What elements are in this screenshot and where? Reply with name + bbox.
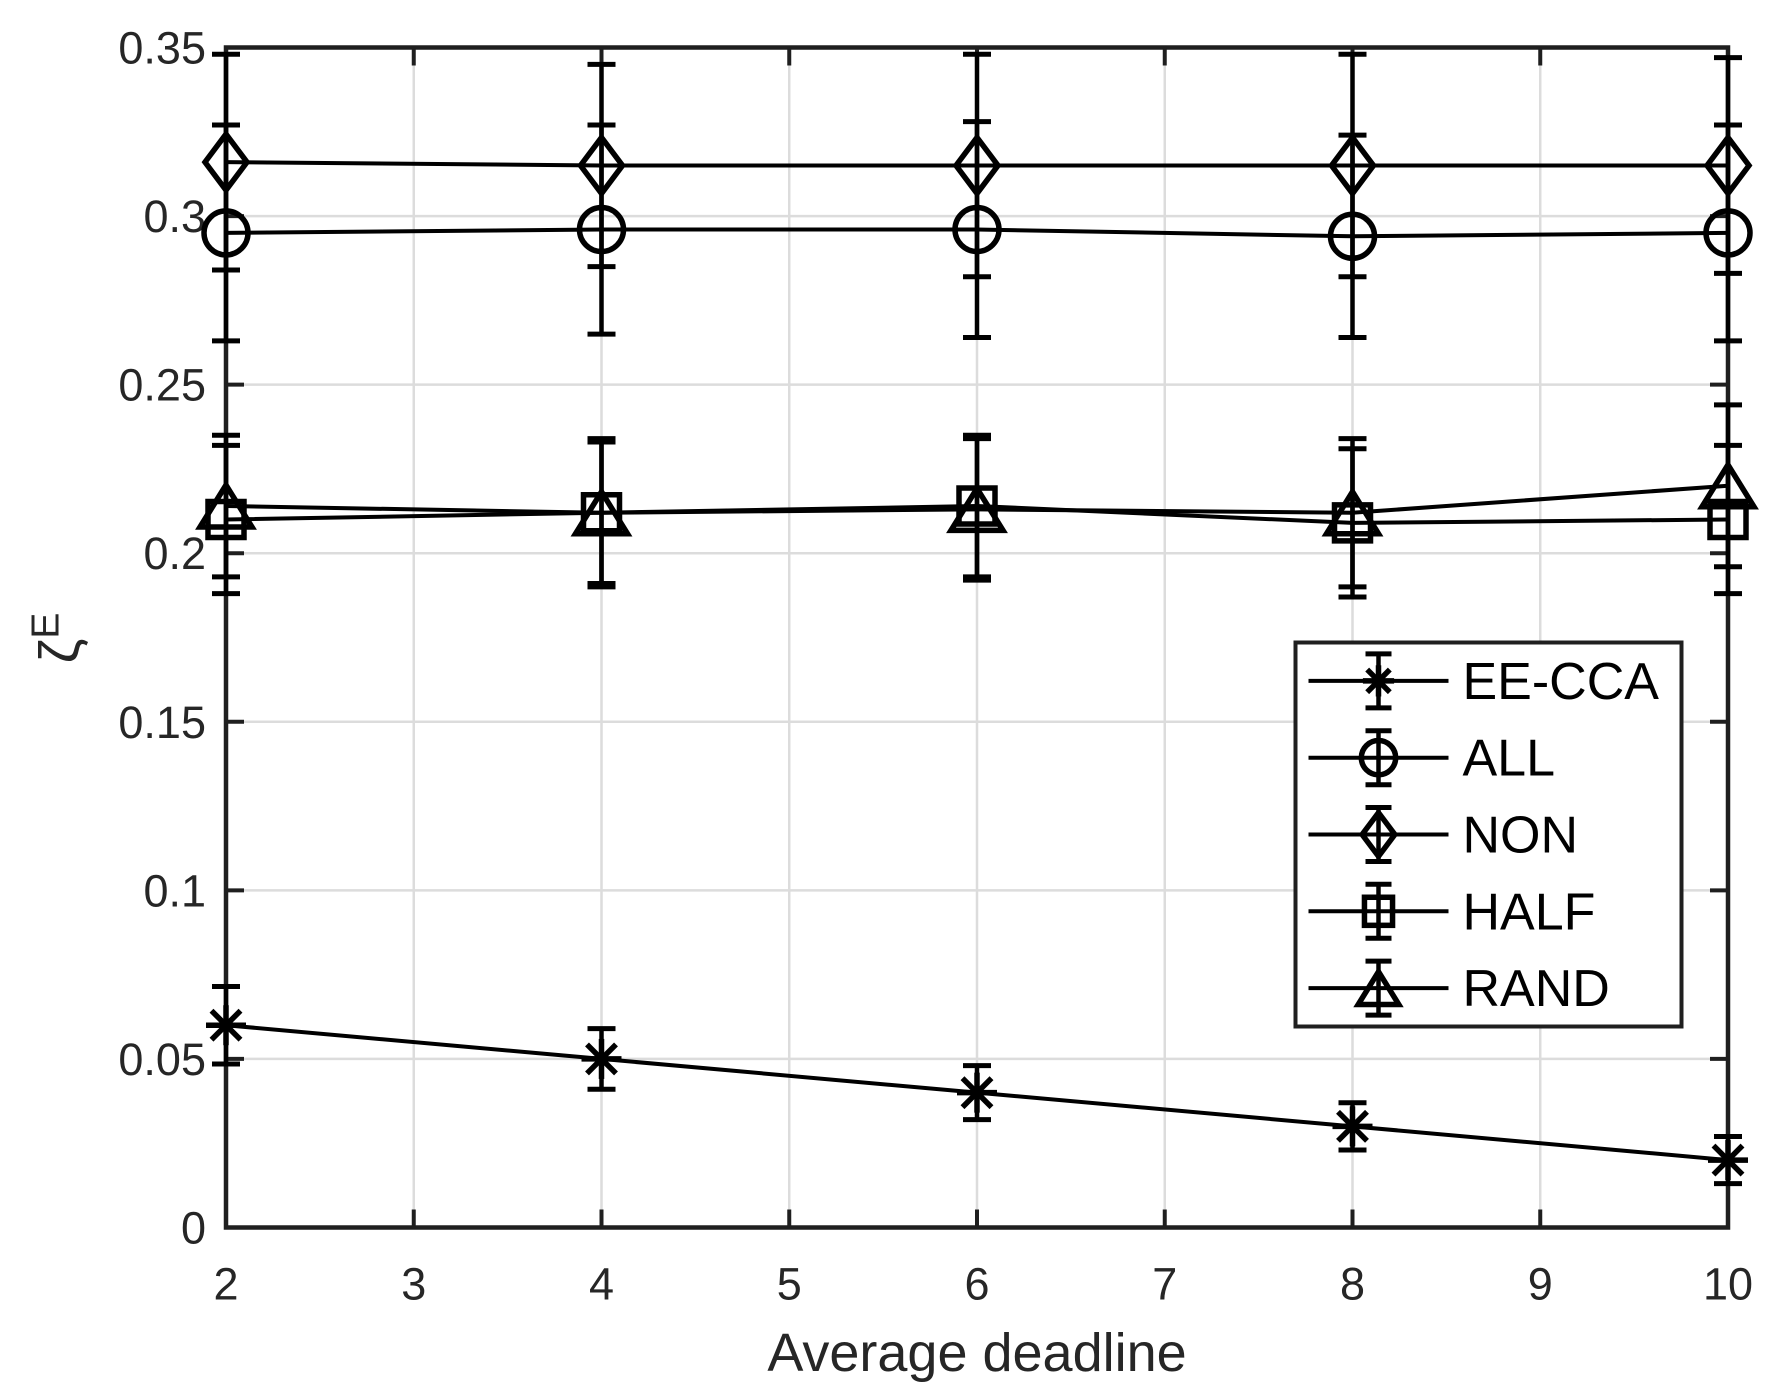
series-NON bbox=[201, 51, 1753, 280]
marker-diamond bbox=[1358, 808, 1399, 861]
series-line-NON bbox=[225, 160, 1728, 168]
marker-triangle-up bbox=[570, 486, 633, 537]
legend-label: NON bbox=[1463, 807, 1579, 865]
legend-label: ALL bbox=[1463, 730, 1556, 788]
marker-diamond bbox=[201, 129, 251, 195]
x-tick-label: 3 bbox=[401, 1259, 426, 1310]
x-tick-label: 7 bbox=[1152, 1259, 1177, 1310]
x-axis-label: Average deadline bbox=[767, 1323, 1187, 1383]
legend-entry-EE-CCA: EE-CCA bbox=[1308, 651, 1660, 711]
marker-triangle-up bbox=[1353, 966, 1404, 1008]
y-tick-label: 0.1 bbox=[143, 865, 206, 916]
series-EE-CCA bbox=[206, 983, 1748, 1187]
marker-diamond bbox=[577, 132, 626, 199]
y-axis-label: ζE bbox=[25, 613, 92, 664]
x-tick-label: 2 bbox=[213, 1259, 238, 1310]
legend-label: RAND bbox=[1463, 960, 1610, 1018]
series-RAND bbox=[195, 402, 1759, 590]
y-tick-label: 0.15 bbox=[118, 697, 206, 748]
tick-labels: 2 3 4 5 6 7 8 9 10 0 0.05 0.1 0.15 0.2 0.25 0.3 0.35 bbox=[118, 23, 1753, 1310]
marker-asterisk bbox=[1362, 665, 1395, 697]
legend-label: EE-CCA bbox=[1463, 653, 1660, 711]
y-axis-label-base: ζ bbox=[27, 638, 91, 664]
y-tick-label: 0.05 bbox=[118, 1034, 206, 1085]
marker-asterisk bbox=[957, 1072, 997, 1113]
legend-label: HALF bbox=[1463, 883, 1596, 941]
y-tick-label: 0.3 bbox=[143, 191, 206, 242]
marker-diamond bbox=[952, 132, 1002, 199]
y-tick-label: 0 bbox=[181, 1203, 206, 1254]
marker-asterisk bbox=[206, 1005, 246, 1046]
y-tick-label: 0.35 bbox=[118, 23, 206, 74]
x-tick-label: 8 bbox=[1340, 1259, 1365, 1310]
marker-asterisk bbox=[1708, 1140, 1748, 1181]
series-line-RAND bbox=[225, 483, 1729, 515]
y-tick-label: 0.25 bbox=[118, 360, 206, 411]
marker-triangle-up bbox=[946, 483, 1008, 534]
x-tick-label: 5 bbox=[777, 1259, 802, 1310]
marker-triangle-up bbox=[1321, 486, 1384, 537]
marker-asterisk bbox=[581, 1038, 622, 1079]
marker-triangle-up bbox=[195, 479, 257, 530]
x-tick-label: 10 bbox=[1703, 1259, 1753, 1310]
marker-circle bbox=[1358, 737, 1399, 778]
legend-entry-ALL: ALL bbox=[1308, 728, 1556, 788]
x-tick-label: 6 bbox=[964, 1259, 989, 1310]
marker-asterisk bbox=[1332, 1106, 1373, 1147]
legend: EE-CCA ALL NON HALF RAND bbox=[1293, 640, 1684, 1029]
tick-marks bbox=[224, 45, 1730, 1230]
legend-entry-RAND: RAND bbox=[1308, 958, 1610, 1018]
legend-entry-NON: NON bbox=[1308, 805, 1579, 865]
y-axis-label-superscript: E bbox=[24, 612, 68, 639]
y-tick-label: 0.2 bbox=[143, 528, 206, 579]
x-tick-label: 9 bbox=[1528, 1259, 1553, 1310]
x-tick-label: 4 bbox=[589, 1259, 614, 1310]
marker-diamond bbox=[1703, 132, 1753, 199]
marker-diamond bbox=[1328, 132, 1377, 199]
marker-triangle-up bbox=[1697, 459, 1759, 510]
legend-entry-HALF: HALF bbox=[1308, 881, 1596, 941]
marker-square bbox=[1361, 894, 1396, 929]
